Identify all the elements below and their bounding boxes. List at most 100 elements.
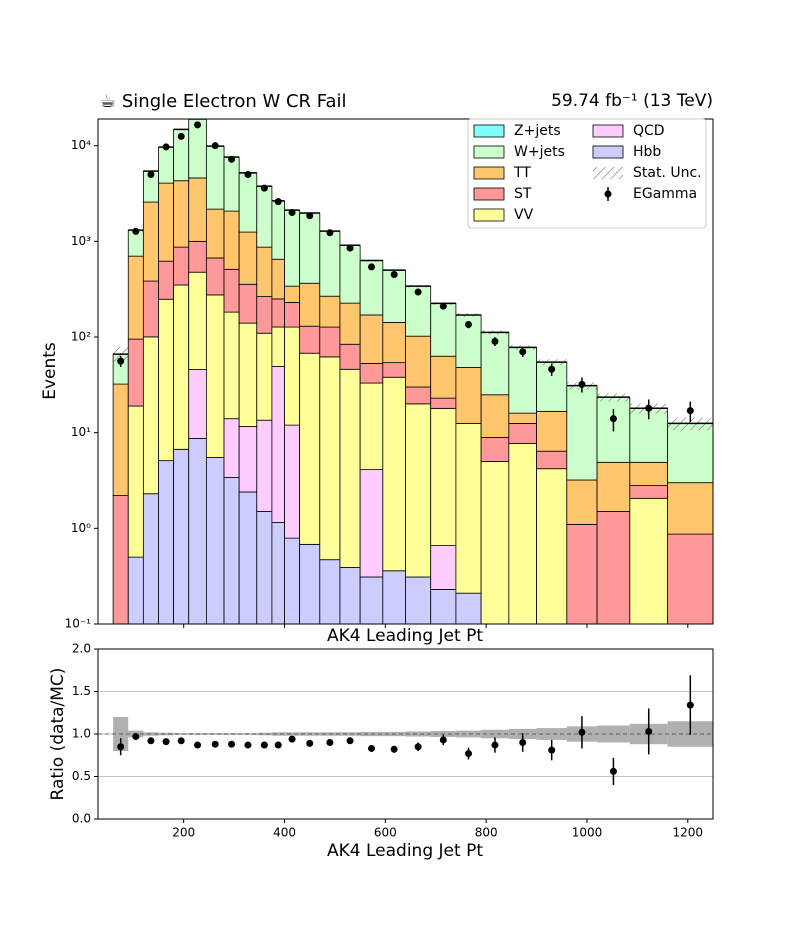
stack-bar xyxy=(596,511,631,624)
stack-bar xyxy=(359,576,384,624)
stack-bar xyxy=(339,302,361,345)
stack-bar xyxy=(223,156,240,212)
stack-bar xyxy=(256,185,273,248)
legend-swatch xyxy=(604,190,612,198)
stack-bar xyxy=(256,419,273,512)
data-point xyxy=(491,337,499,345)
stack-bar xyxy=(284,326,301,426)
stack-bar xyxy=(667,422,713,484)
x-tick-label: 400 xyxy=(273,826,296,840)
ratio-point xyxy=(519,739,527,746)
legend-swatch xyxy=(593,167,623,179)
unc-band xyxy=(405,731,431,737)
stack-bar xyxy=(205,208,225,259)
stack-bar xyxy=(188,271,207,370)
ratio-point xyxy=(194,741,202,749)
unc-band xyxy=(481,729,509,739)
x-axis-label: AK4 Leading Jet Pt xyxy=(327,841,483,861)
y-tick-label: 10⁰ xyxy=(71,521,91,535)
ratio-point xyxy=(326,739,334,746)
ratio-point xyxy=(645,727,653,735)
ratio-point xyxy=(306,739,314,747)
ratio-point xyxy=(346,737,354,745)
stack-bar xyxy=(319,295,341,328)
data-point xyxy=(306,212,314,220)
stack-bar xyxy=(188,177,207,242)
stack-bar xyxy=(480,461,510,624)
stack-bar xyxy=(566,385,598,481)
unc-band xyxy=(271,732,285,736)
legend-swatch xyxy=(473,166,505,180)
stack-bar xyxy=(508,443,537,624)
data-point xyxy=(177,132,185,140)
data-point xyxy=(390,271,398,279)
stack-bar xyxy=(158,460,175,624)
data-point xyxy=(367,263,375,271)
stack-bar xyxy=(359,469,384,578)
stack-bar xyxy=(223,418,240,478)
data-point xyxy=(228,155,236,163)
stack-bar xyxy=(430,588,457,624)
stack-bar xyxy=(596,461,631,512)
x-tick-label: 800 xyxy=(475,826,498,840)
stack-bar xyxy=(359,362,384,384)
stack-bar xyxy=(205,294,225,458)
data-point xyxy=(244,170,252,178)
stack-bar xyxy=(629,461,669,486)
stack-bar xyxy=(382,570,406,624)
data-point xyxy=(211,142,219,150)
legend-label: TT xyxy=(513,165,531,181)
x-tick-label: 1200 xyxy=(673,826,704,840)
stack-bar xyxy=(536,450,568,470)
stack-bar xyxy=(284,285,301,303)
legend-swatch xyxy=(592,124,624,138)
stack-bar xyxy=(667,482,713,535)
stack-bar xyxy=(112,495,129,624)
axes-frame xyxy=(97,118,714,625)
stack-bar xyxy=(284,424,301,539)
data-point xyxy=(414,288,422,296)
stack-bar xyxy=(238,491,258,624)
stack-bar xyxy=(430,302,457,357)
ratio-point xyxy=(609,767,617,775)
stack-bar xyxy=(142,493,159,624)
stack-bar xyxy=(536,361,568,412)
stack-bar xyxy=(205,257,225,296)
ratio-point xyxy=(439,736,447,744)
stack-bar xyxy=(430,397,457,409)
stack-bar xyxy=(188,369,207,439)
ratio-point xyxy=(367,744,375,752)
chart-subtitle: 59.74 fb⁻¹ (13 TeV) xyxy=(551,91,713,111)
legend-label: QCD xyxy=(633,123,665,139)
stack-bar xyxy=(480,394,510,438)
stack-bar xyxy=(405,403,432,578)
stack-bar xyxy=(173,448,190,624)
ratio-point xyxy=(228,740,236,748)
stack-bar xyxy=(382,362,406,378)
legend-box xyxy=(467,118,707,229)
x-tick-label: 1000 xyxy=(572,826,603,840)
stack-bar xyxy=(536,468,568,624)
stack-bar xyxy=(158,260,175,300)
stack-bar xyxy=(173,246,190,286)
y-tick-label: 10¹ xyxy=(71,425,91,439)
stack-bar xyxy=(430,545,457,590)
stack-bar xyxy=(319,326,341,358)
stack-bar xyxy=(158,146,175,184)
stack-bar xyxy=(339,343,361,370)
stack-bar xyxy=(455,367,482,424)
x-axis-label: AK4 Leading Jet Pt xyxy=(327,626,483,646)
stack-bar xyxy=(405,576,432,624)
ratio-point xyxy=(274,741,282,749)
stack-bar xyxy=(629,485,669,499)
y-tick-label: 1.0 xyxy=(72,727,91,741)
stack-bar xyxy=(205,457,225,624)
stack-bar xyxy=(238,322,258,427)
ratio-point xyxy=(244,741,252,749)
stack-bar xyxy=(284,209,301,287)
legend-label: W+jets xyxy=(514,144,565,160)
stack-bar xyxy=(127,556,144,624)
plot-area xyxy=(112,119,713,624)
legend-label: Hbb xyxy=(633,144,661,160)
data-point xyxy=(260,184,268,192)
